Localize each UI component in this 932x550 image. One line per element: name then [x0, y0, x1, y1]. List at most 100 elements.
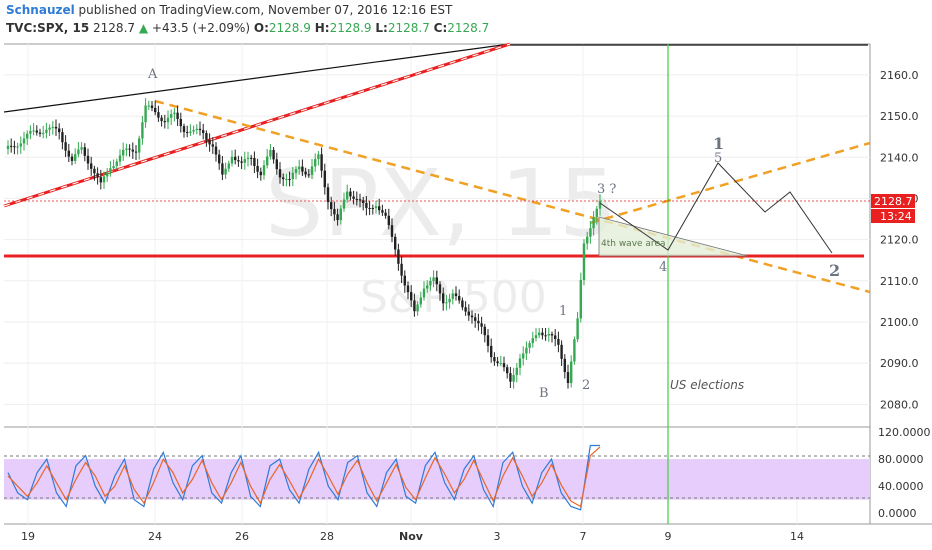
- candle: [560, 340, 563, 366]
- candle-body: [570, 361, 573, 383]
- candle: [358, 193, 362, 208]
- candle-body: [349, 191, 352, 197]
- candle: [480, 316, 483, 335]
- candle: [285, 173, 288, 187]
- candle-body: [227, 163, 230, 169]
- candle-body: [173, 112, 176, 115]
- candle: [394, 233, 397, 256]
- last-price-marker-value: 2128.7: [874, 195, 913, 208]
- candle-body: [394, 236, 397, 250]
- candle: [170, 109, 173, 126]
- candle: [314, 153, 317, 172]
- wave-label-B: B: [539, 386, 549, 401]
- candle: [336, 208, 339, 226]
- candle-body: [42, 132, 45, 134]
- candle-body: [464, 307, 467, 312]
- candle: [320, 147, 323, 178]
- last-price-marker: [871, 194, 915, 208]
- time-axis[interactable]: 19 24 26 28 Nov 3 7 9 14: [21, 530, 804, 543]
- candle-body: [266, 156, 269, 166]
- candle-body: [61, 132, 64, 143]
- candle: [557, 331, 560, 353]
- candle: [381, 204, 384, 216]
- candle-body: [211, 144, 214, 147]
- candle-body: [259, 171, 262, 176]
- price-axis[interactable]: 2080.02090.02100.02110.02120.02130.02140…: [880, 69, 919, 411]
- author-link[interactable]: Schnauzel: [6, 3, 75, 17]
- candle: [410, 285, 413, 307]
- wave-projection-path: [599, 162, 833, 254]
- wave-label-3: 3 ?: [597, 182, 616, 197]
- candle: [307, 169, 310, 178]
- candle-body: [250, 157, 253, 159]
- candle-body: [67, 150, 70, 157]
- candle: [586, 231, 589, 250]
- candle: [13, 140, 16, 155]
- candle-body: [106, 172, 109, 177]
- candle: [112, 159, 115, 172]
- candle-body: [413, 300, 416, 312]
- candle: [35, 125, 38, 136]
- candle-body: [515, 367, 518, 376]
- candle: [253, 151, 256, 174]
- candle-body: [13, 146, 16, 148]
- candle-body: [480, 323, 483, 327]
- candle: [413, 293, 416, 317]
- symbol-label[interactable]: TVC:SPX, 15: [6, 21, 90, 35]
- stochastic-band: [4, 459, 870, 500]
- candle-body: [186, 132, 189, 134]
- candle-body: [176, 112, 179, 119]
- candle-body: [170, 114, 173, 118]
- candle: [317, 150, 320, 166]
- candle: [467, 304, 470, 321]
- candle-body: [410, 292, 413, 301]
- candle-body: [189, 131, 192, 133]
- candle-body: [534, 335, 538, 339]
- price-tick-label: 2160.0: [880, 69, 919, 82]
- candle-body: [323, 170, 326, 188]
- candle: [451, 289, 454, 305]
- candle: [566, 364, 570, 389]
- candle-body: [458, 296, 461, 301]
- candle: [298, 159, 301, 175]
- upper-channel-line: [3, 43, 511, 113]
- candle-body: [262, 165, 266, 176]
- stochastic-d-line: [7, 446, 601, 508]
- candle-body: [51, 126, 54, 128]
- candle-body: [83, 147, 86, 156]
- time-tick-label: 19: [21, 530, 35, 543]
- candle: [486, 329, 490, 353]
- time-tick-label: 9: [665, 530, 672, 543]
- candle: [240, 156, 243, 170]
- candle: [502, 356, 506, 372]
- low-value: 2128.7: [387, 21, 430, 35]
- stochastic-k-line: [7, 444, 600, 511]
- wave-label-1-big: 1: [713, 134, 724, 153]
- candle-body: [477, 320, 480, 324]
- candle-body: [147, 105, 150, 107]
- candle: [189, 124, 192, 136]
- wave-label-5: 5: [714, 151, 722, 166]
- candle-body: [378, 206, 381, 211]
- candle: [534, 327, 538, 342]
- candle: [294, 165, 298, 180]
- candle: [218, 149, 221, 170]
- candle: [445, 294, 448, 311]
- candle: [406, 281, 410, 300]
- candle: [61, 128, 64, 150]
- candle-body: [448, 298, 451, 303]
- candle: [195, 124, 198, 135]
- candle-body: [304, 171, 307, 175]
- candle-body: [435, 277, 438, 285]
- candle: [464, 301, 467, 316]
- candle: [182, 123, 186, 138]
- candle: [554, 329, 557, 347]
- candle: [304, 167, 307, 178]
- candle: [269, 144, 272, 160]
- wave-label-2-big: 2: [829, 261, 840, 280]
- candle: [387, 208, 390, 230]
- candle: [26, 130, 29, 145]
- candle-body: [202, 130, 205, 134]
- candle-body: [595, 208, 598, 218]
